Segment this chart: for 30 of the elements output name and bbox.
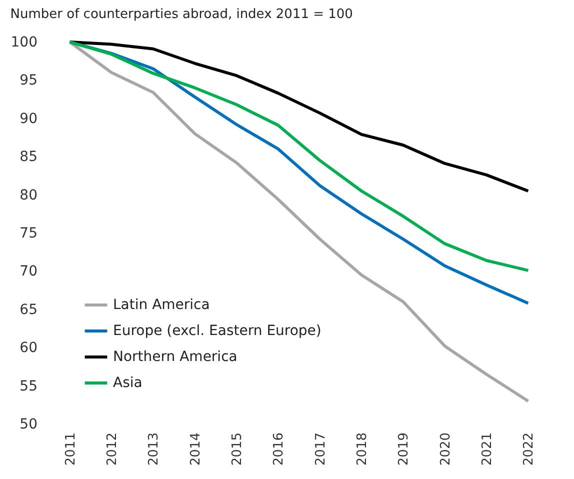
y-tick-label: 85 [20,149,38,166]
x-tick-label: 2022 [522,432,537,466]
y-tick-label: 70 [20,264,38,280]
x-tick-label: 2018 [355,432,370,466]
chart-title: Number of counterparties abroad, index 2011 = 100 [10,7,353,22]
y-tick-label: 60 [20,340,38,356]
x-tick-label: 2017 [313,432,328,466]
y-tick-label: 55 [20,378,38,394]
y-tick-label: 95 [20,72,38,89]
x-tick-label: 2019 [396,432,412,466]
x-tick-label: 2016 [272,432,287,466]
legend-label: Latin America [113,297,210,313]
y-tick-label: 75 [20,226,38,242]
legend-label: Asia [113,375,142,391]
x-tick-label: 2015 [230,432,245,466]
line-series [68,40,530,192]
y-tick-label: 90 [20,110,38,127]
x-tick-label: 2011 [63,432,78,466]
legend-label: Europe (excl. Eastern Europe) [113,323,322,339]
y-tick-label: 65 [20,302,38,318]
line-series [68,40,530,403]
legend-label: Northern America [113,349,238,365]
x-tick-label: 2012 [105,432,120,466]
y-tick-label: 80 [20,187,38,204]
y-tick-label: 50 [20,416,38,432]
y-tick-label: 100 [10,34,38,50]
x-tick-label: 2014 [188,432,204,466]
x-tick-label: 2021 [480,432,495,466]
x-tick-label: 2013 [146,432,162,466]
x-tick-label: 2020 [438,432,454,466]
